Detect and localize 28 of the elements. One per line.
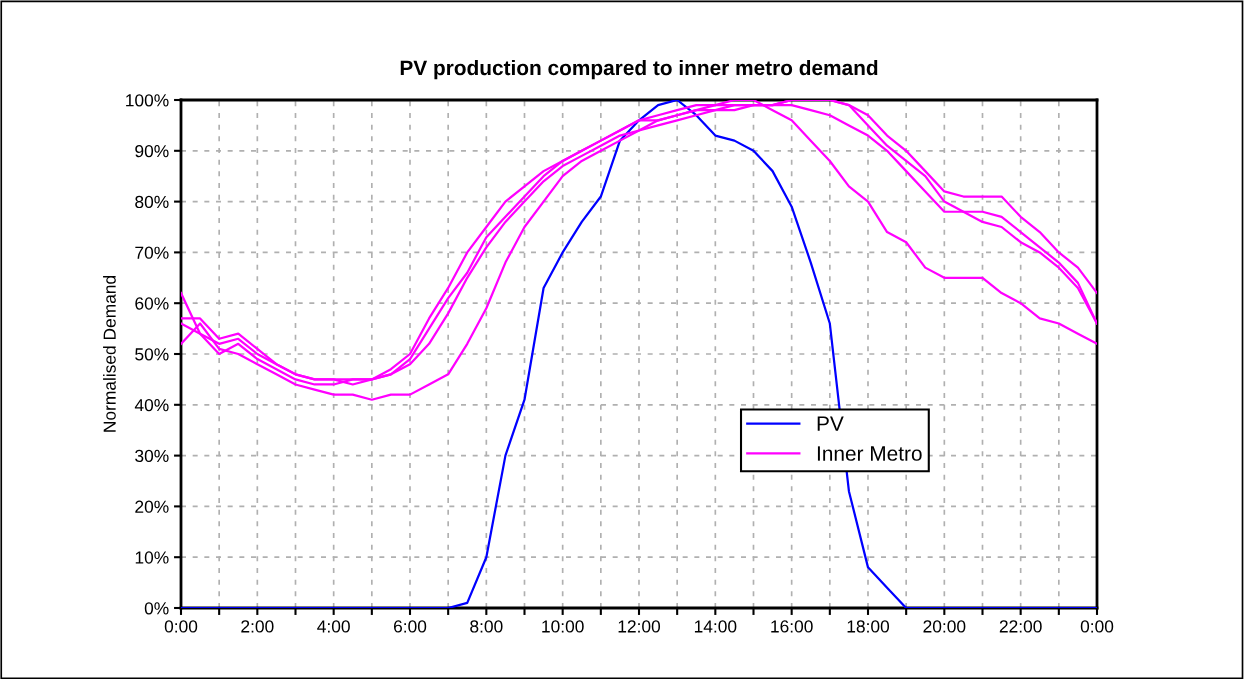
y-tick-label: 10% (135, 551, 169, 564)
legend-label: PV (817, 416, 844, 431)
y-tick-label: 0% (144, 602, 169, 615)
y-tick-label: 100% (126, 94, 169, 107)
y-tick-label: 50% (135, 348, 169, 361)
y-tick-label: 80% (135, 195, 169, 209)
x-tick-label: 22:00 (999, 620, 1042, 633)
x-tick-label: 16:00 (771, 620, 813, 633)
x-tick-label: 18:00 (847, 620, 890, 633)
x-tick-label: 10:00 (542, 620, 584, 633)
x-tick-label: 6:00 (393, 620, 427, 633)
x-tick-label: 2:00 (241, 620, 274, 633)
y-tick-label: 20% (135, 500, 169, 513)
y-tick-label: 40% (134, 398, 169, 412)
x-tick-label: 4:00 (317, 620, 350, 633)
x-tick-label: 14:00 (694, 620, 737, 633)
x-tick-label: 0:00 (164, 620, 198, 633)
chart-title: PV production compared to inner metro demand (400, 59, 878, 80)
y-tick-label: 90% (135, 144, 169, 158)
y-tick-label: 30% (135, 449, 169, 463)
y-axis-title: Normalised Demand (103, 275, 116, 432)
x-tick-label: 12:00 (618, 620, 661, 633)
legend-label: Inner Metro (817, 446, 922, 461)
x-tick-label: 0:00 (1080, 620, 1114, 633)
y-tick-label: 60% (135, 297, 169, 310)
x-tick-label: 8:00 (470, 620, 503, 633)
y-tick-label: 70% (135, 246, 169, 259)
x-tick-label: 20:00 (923, 620, 966, 633)
